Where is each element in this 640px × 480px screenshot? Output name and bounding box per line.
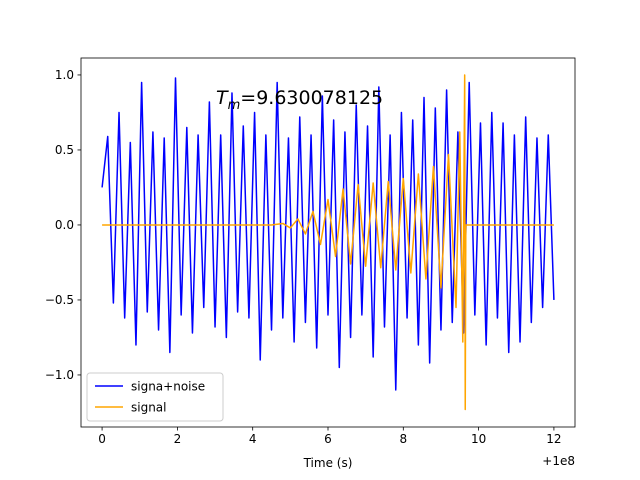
x-tick-label: 8 [399, 432, 407, 446]
x-tick-label: 6 [324, 432, 332, 446]
y-tick-label: 1.0 [55, 68, 74, 82]
y-tick-label: −0.5 [45, 293, 74, 307]
x-tick-label: 2 [174, 432, 182, 446]
series-line [101, 77, 555, 391]
x-tick-label: 4 [249, 432, 257, 446]
legend-label: signa+noise [131, 380, 205, 394]
x-axis-label: Time (s) [303, 456, 353, 470]
y-tick-label: 0.0 [55, 218, 74, 232]
annotation-subscript: m [228, 98, 241, 113]
x-offset-label: +1e8 [542, 454, 575, 468]
annotation-symbol: T [216, 87, 229, 109]
x-tick-label: 0 [98, 432, 106, 446]
x-tick-label: 10 [471, 432, 486, 446]
annotation: Tm=9.630078125 [216, 87, 383, 113]
plot-area [101, 74, 555, 411]
legend-label: signal [131, 401, 167, 415]
x-tick-label: 12 [546, 432, 561, 446]
annotation-text: =9.630078125 [240, 87, 383, 109]
series-line [102, 74, 554, 411]
y-tick-label: 0.5 [55, 143, 74, 157]
y-tick-label: −1.0 [45, 368, 74, 382]
legend-box [86, 372, 224, 422]
